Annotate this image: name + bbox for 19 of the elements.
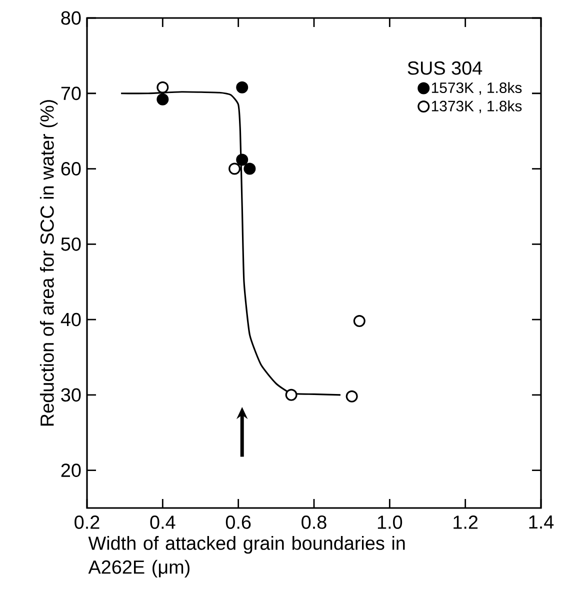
y-tick-label: 80 <box>61 11 81 25</box>
x-tick-label: 0.2 <box>74 516 100 529</box>
legend-label: 1573K , 1.8ks <box>432 82 522 95</box>
y-tick-label: 30 <box>61 388 81 402</box>
legend-title: SUS 304 <box>408 61 482 75</box>
y-tick-label: 70 <box>61 86 81 100</box>
x-tick-label: 0.6 <box>226 516 251 529</box>
x-tick-label: 0.4 <box>150 516 176 529</box>
y-tick-label: 50 <box>61 237 81 251</box>
y-tick-label: 60 <box>61 162 81 176</box>
x-tick-label: 1.2 <box>454 516 478 529</box>
x-axis-title: Width of attacked grain boundaries in A262E (μm) <box>88 536 405 578</box>
legend-label: 1373K , 1.8ks <box>432 100 522 114</box>
x-tick-label: 1.4 <box>529 516 554 529</box>
y-tick-label: 40 <box>60 312 81 326</box>
y-tick-label: 20 <box>61 464 81 478</box>
x-tick-label: 1.0 <box>378 516 402 529</box>
y-axis-title: Reduction of area for SCC in water (%) <box>40 100 58 426</box>
x-tick-label: 0.8 <box>302 516 326 529</box>
